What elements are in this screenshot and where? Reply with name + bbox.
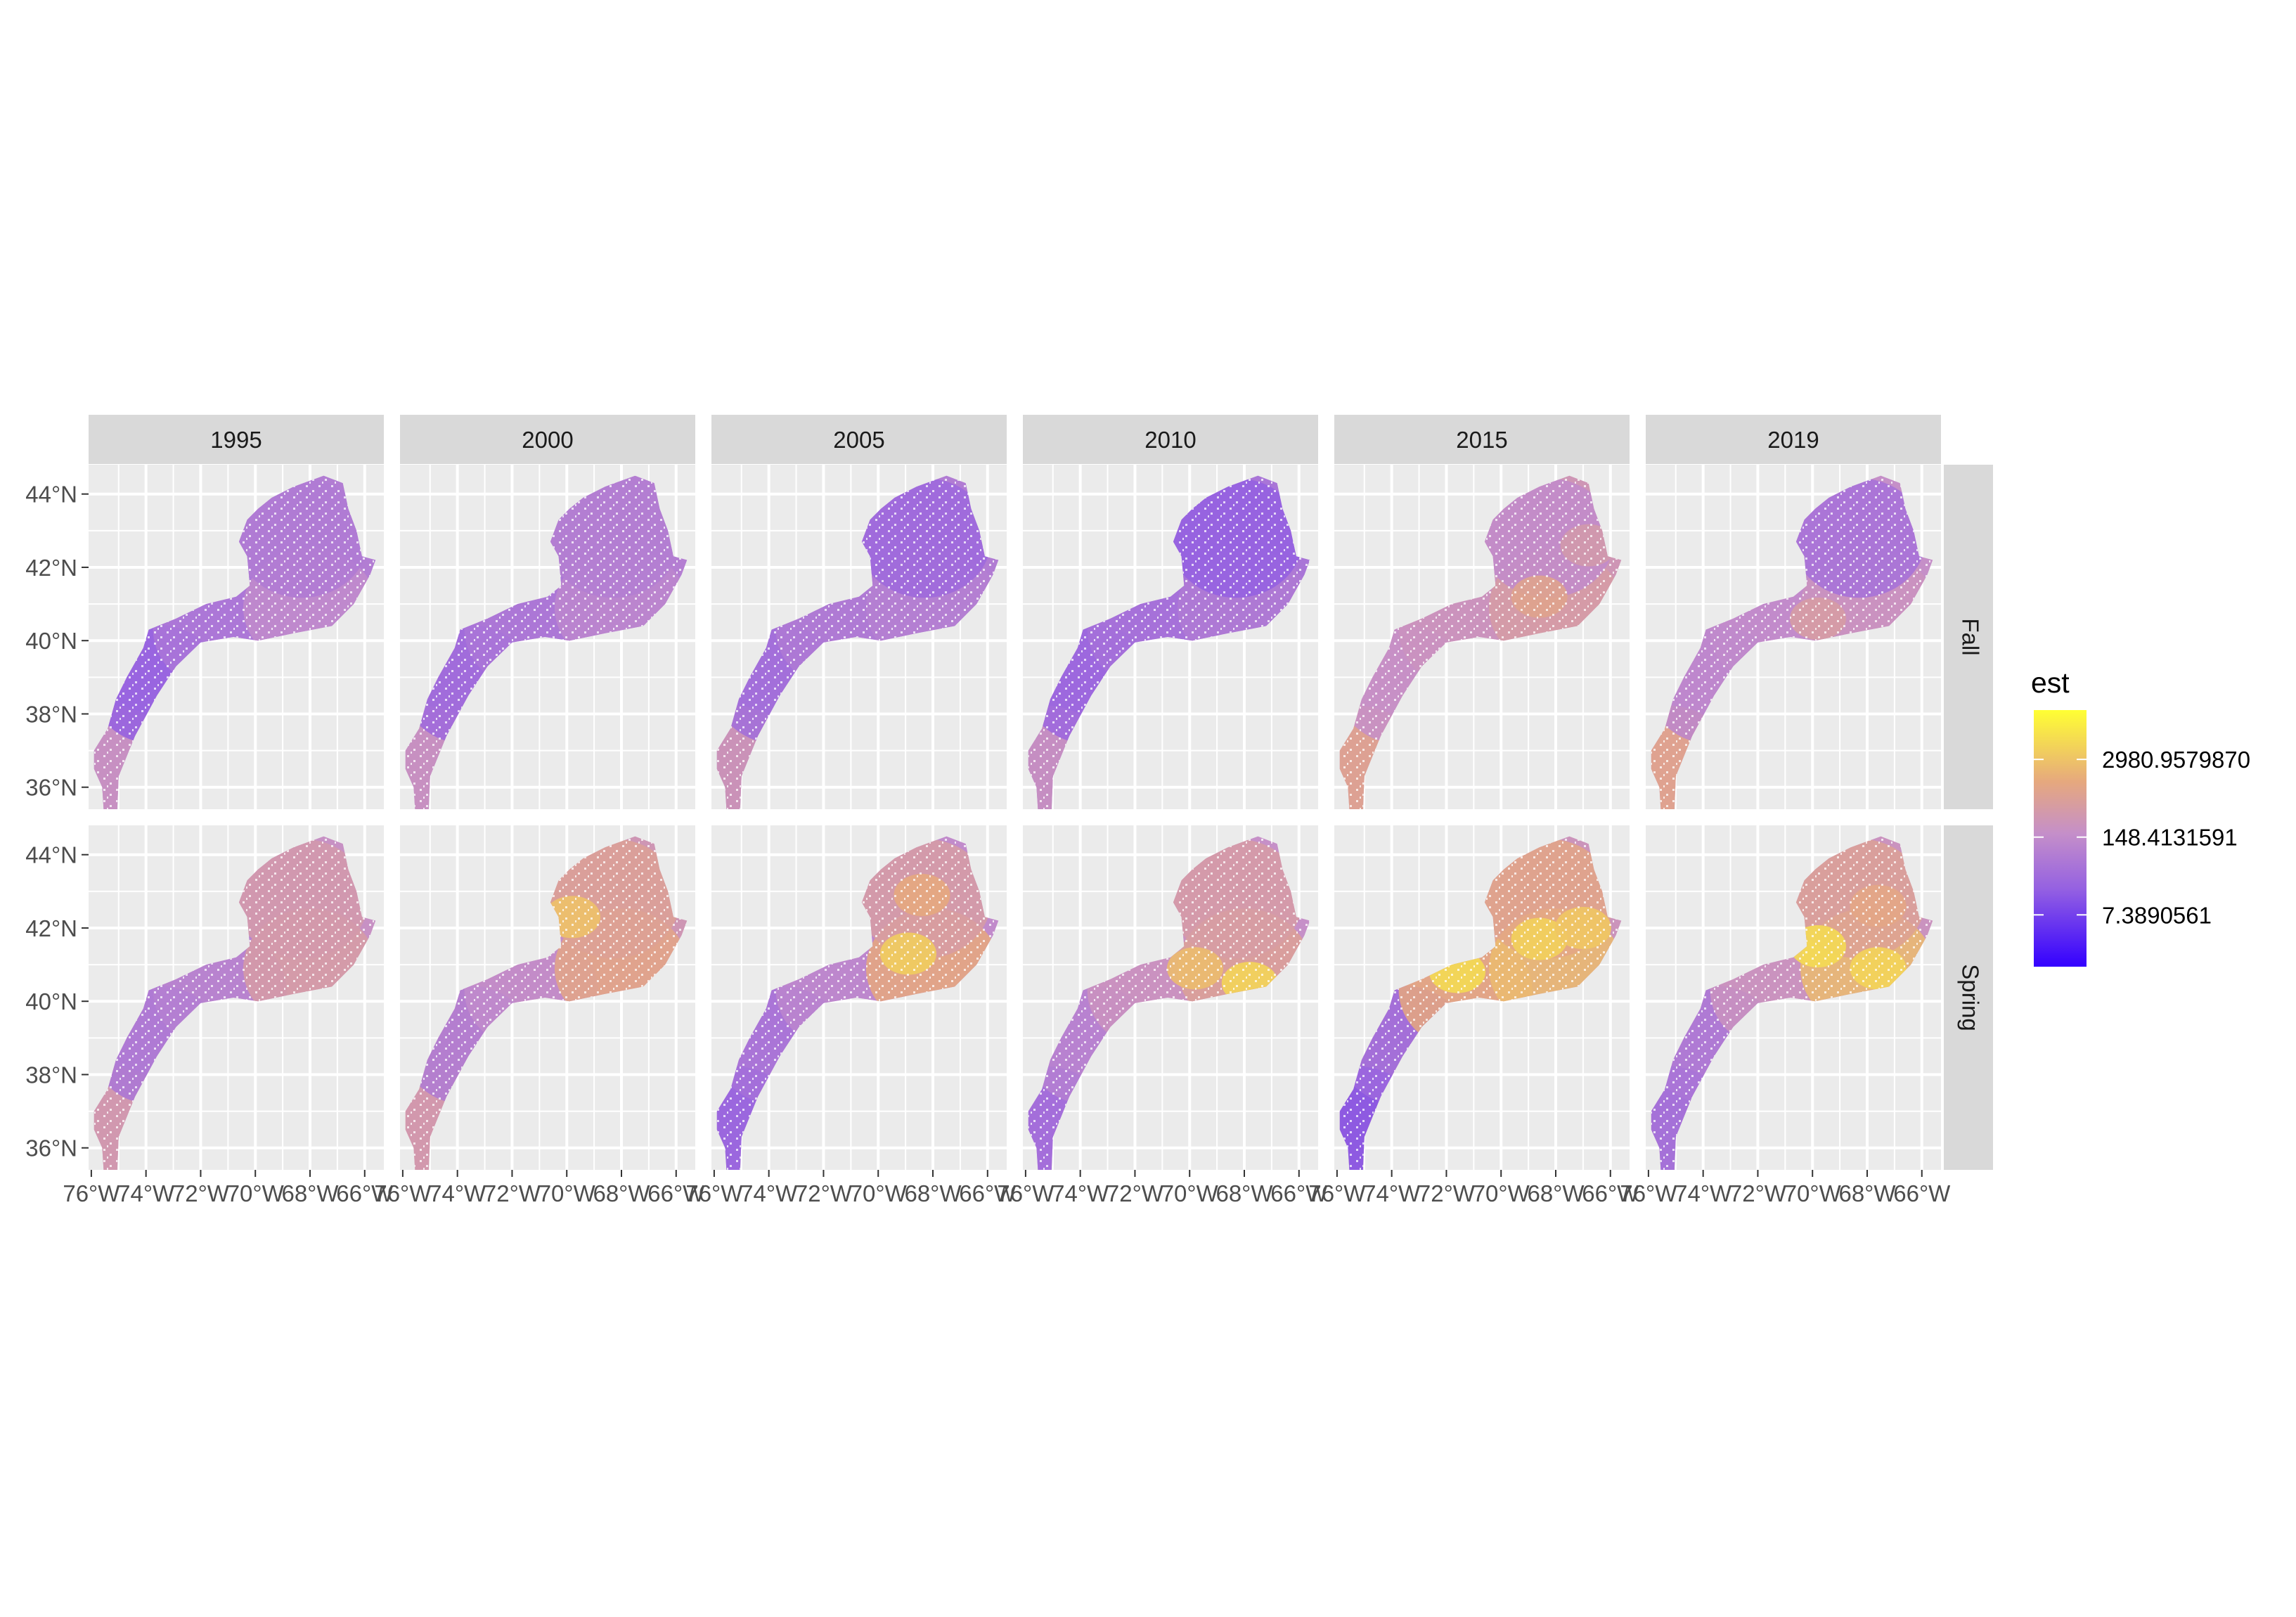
x-tick-label: 74°W: [740, 1180, 798, 1206]
x-tick-label: 72°W: [1418, 1180, 1476, 1206]
panel-spring-2000: [400, 825, 695, 1170]
x-axis-2005: 76°W74°W72°W70°W68°W66°W: [685, 1170, 1017, 1206]
y-tick-label: 38°N: [25, 701, 77, 727]
x-axis-2010: 76°W74°W72°W70°W68°W66°W: [997, 1170, 1328, 1206]
strip-label: 1995: [210, 427, 262, 453]
x-tick-label: 76°W: [1308, 1180, 1366, 1206]
x-tick-label: 72°W: [484, 1180, 541, 1206]
panel-spring-2010: [1023, 825, 1318, 1170]
x-tick-label: 68°W: [904, 1180, 962, 1206]
strip-label: 2005: [833, 427, 884, 453]
x-tick-label: 68°W: [1527, 1180, 1585, 1206]
x-tick-label: 66°W: [1893, 1180, 1951, 1206]
panel-fall-2015: [1334, 465, 1630, 809]
panel-spring-2015: [1334, 825, 1630, 1170]
axes-layer: 36°N 38°N 40°N 42°N 44°N 36°N 38°N 40°N 42°N 44°N…: [25, 482, 1951, 1206]
legend-break-label: 2980.9579870: [2102, 747, 2250, 773]
strip-2005: 2005: [711, 415, 1007, 464]
strip-label: 2000: [522, 427, 573, 453]
x-axis-1995: 76°W74°W72°W70°W68°W66°W: [63, 1170, 394, 1206]
legend-break-label: 148.4131591: [2102, 825, 2238, 851]
panel-fall-2000: [400, 465, 695, 809]
strip-label: 2019: [1767, 427, 1819, 453]
x-tick-label: 72°W: [1107, 1180, 1164, 1206]
x-axis-2015: 76°W74°W72°W70°W68°W66°W: [1308, 1170, 1639, 1206]
x-tick-label: 66°W: [1270, 1180, 1328, 1206]
strip-label: 2010: [1144, 427, 1196, 453]
x-tick-label: 76°W: [685, 1180, 743, 1206]
x-tick-label: 74°W: [1363, 1180, 1421, 1206]
x-tick-label: 72°W: [1729, 1180, 1787, 1206]
panel-spring-2019: [1646, 825, 1941, 1170]
x-tick-label: 68°W: [281, 1180, 339, 1206]
panel-fall-2019: [1646, 465, 1941, 809]
x-tick-label: 66°W: [1582, 1180, 1639, 1206]
panel-fall-2005: [711, 465, 1007, 809]
legend-break-label: 7.3890561: [2102, 902, 2212, 928]
x-tick-label: 74°W: [429, 1180, 486, 1206]
legend-ticks: 2980.9579870 148.4131591 7.3890561: [2034, 747, 2250, 928]
x-tick-label: 74°W: [1675, 1180, 1732, 1206]
strip-2010: 2010: [1023, 415, 1318, 464]
x-tick-label: 66°W: [959, 1180, 1017, 1206]
x-tick-label: 70°W: [1161, 1180, 1219, 1206]
y-tick-label: 40°N: [25, 988, 77, 1014]
panel-fall-2010: [1023, 465, 1318, 809]
legend: est 2980.9579870 148.4131591 7.3890561: [2031, 666, 2250, 967]
x-tick-label: 72°W: [795, 1180, 853, 1206]
panel-spring-1995: [89, 825, 384, 1170]
x-tick-label: 76°W: [997, 1180, 1055, 1206]
legend-colorbar: [2034, 710, 2087, 967]
y-axis-row-2: 36°N 38°N 40°N 42°N 44°N: [25, 842, 89, 1161]
x-axis-2019: 76°W74°W72°W70°W68°W66°W: [1620, 1170, 1951, 1206]
y-tick-label: 40°N: [25, 628, 77, 654]
x-tick-label: 70°W: [227, 1180, 285, 1206]
strip-label: 2015: [1456, 427, 1507, 453]
x-tick-label: 76°W: [374, 1180, 432, 1206]
panel-spring-2005: [711, 825, 1007, 1170]
strip-label: Spring: [1957, 964, 1983, 1031]
y-tick-label: 44°N: [25, 482, 77, 508]
x-tick-label: 70°W: [538, 1180, 596, 1206]
x-tick-label: 74°W: [117, 1180, 175, 1206]
y-tick-label: 36°N: [25, 775, 77, 801]
x-tick-label: 76°W: [1620, 1180, 1677, 1206]
x-tick-label: 66°W: [336, 1180, 394, 1206]
strip-fall: Fall: [1944, 465, 1993, 809]
strip-label: Fall: [1957, 618, 1983, 655]
y-tick-label: 44°N: [25, 842, 77, 868]
strip-2015: 2015: [1334, 415, 1630, 464]
x-axis-2000: 76°W74°W72°W70°W68°W66°W: [374, 1170, 705, 1206]
strip-2019: 2019: [1646, 415, 1941, 464]
x-tick-label: 72°W: [172, 1180, 230, 1206]
x-tick-label: 70°W: [1784, 1180, 1842, 1206]
x-tick-label: 66°W: [647, 1180, 705, 1206]
y-tick-label: 42°N: [25, 555, 77, 581]
strip-spring: Spring: [1944, 825, 1993, 1170]
x-tick-label: 68°W: [593, 1180, 650, 1206]
panel-fall-1995: [89, 465, 384, 809]
panels-layer: 1995 2000 2005 2010 2015 2019 Fall Spring: [89, 415, 1993, 1170]
x-tick-label: 76°W: [63, 1180, 120, 1206]
x-tick-label: 70°W: [1473, 1180, 1530, 1206]
legend-title: est: [2031, 666, 2070, 699]
strip-1995: 1995: [89, 415, 384, 464]
y-tick-label: 36°N: [25, 1135, 77, 1161]
strip-2000: 2000: [400, 415, 695, 464]
y-tick-label: 42°N: [25, 915, 77, 941]
x-tick-label: 68°W: [1838, 1180, 1896, 1206]
x-tick-label: 70°W: [850, 1180, 908, 1206]
x-tick-label: 68°W: [1215, 1180, 1273, 1206]
x-tick-label: 74°W: [1052, 1180, 1109, 1206]
y-axis-row-1: 36°N 38°N 40°N 42°N 44°N: [25, 482, 89, 801]
y-tick-label: 38°N: [25, 1062, 77, 1088]
